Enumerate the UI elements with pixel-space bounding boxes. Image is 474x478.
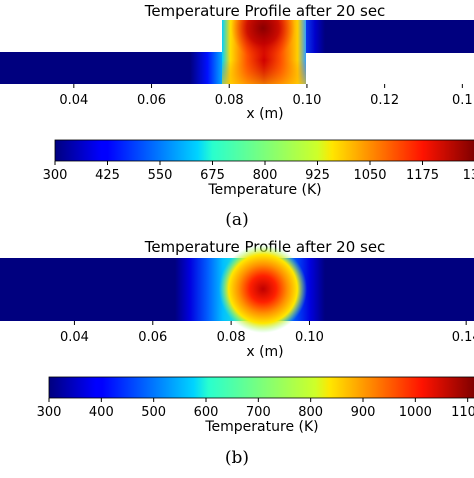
colorbar-tick-label: 1175 <box>406 168 439 183</box>
colorbar-gradient <box>54 139 474 162</box>
x-tick-label: 0.14 <box>452 330 474 345</box>
x-axis-ticks-b: 0.04 0.06 0.08 0.10 0.14 <box>60 321 474 345</box>
x-tick-label: 0.06 <box>137 93 166 108</box>
colorbar-label: Temperature (K) <box>207 182 321 198</box>
colorbar-tick-label: 400 <box>89 405 114 420</box>
heatmap-b <box>0 241 474 337</box>
chart-title: Temperature Profile after 20 sec <box>144 2 386 20</box>
x-tick-label: 0.12 <box>370 93 399 108</box>
x-axis-label: x (m) <box>246 344 283 360</box>
x-tick-label: 0.10 <box>295 330 324 345</box>
colorbar-tick-label: 500 <box>141 405 166 420</box>
colorbar-tick-label: 1000 <box>399 405 432 420</box>
hot-spot <box>217 241 309 337</box>
panel-b: Temperature Profile after 20 sec 0.040.0… <box>0 238 474 468</box>
colorbar-tick-label: 700 <box>246 405 271 420</box>
x-tick-label: 0.10 <box>292 93 321 108</box>
colorbar-label: Temperature (K) <box>204 419 318 435</box>
x-tick-label: 0.04 <box>59 93 88 108</box>
caption-a: (a) <box>225 210 248 230</box>
channel-narrow-section <box>0 52 225 84</box>
colorbar-gradient <box>48 376 474 399</box>
x-tick-label: 0.06 <box>138 330 167 345</box>
colorbar-tick-label: 900 <box>351 405 376 420</box>
colorbar-tick-label: 925 <box>305 168 330 183</box>
cavity-bottom-fade <box>222 60 306 84</box>
colorbar-tick-label: 550 <box>148 168 173 183</box>
colorbar-tick-label: 800 <box>298 405 323 420</box>
colorbar-tick-label: 800 <box>253 168 278 183</box>
colorbar-tick-label: 600 <box>194 405 219 420</box>
colorbar-tick-label: 1100 <box>451 405 474 420</box>
colorbar-ticks-a: 300 425 550 675 800 925 1050 1175 130 <box>43 161 474 183</box>
x-axis-label: x (m) <box>246 106 283 122</box>
x-tick-label: 0.08 <box>217 330 246 345</box>
colorbar-tick-label: 425 <box>95 168 120 183</box>
colorbar-ticks-b: 30040050060070080090010001100120 <box>37 398 474 420</box>
caption-b: (b) <box>225 448 249 468</box>
x-tick-label: 0.08 <box>215 93 244 108</box>
colorbar-b: 30040050060070080090010001100120 Tempera… <box>37 376 474 435</box>
x-tick-label: 0.04 <box>60 330 89 345</box>
colorbar-tick-label: 300 <box>43 168 68 183</box>
x-tick-label: 0.1 <box>452 93 473 108</box>
heatmap-a <box>0 20 474 84</box>
colorbar-tick-label: 675 <box>200 168 225 183</box>
colorbar-tick-label: 130 <box>463 168 474 183</box>
channel-wide-section <box>300 20 474 53</box>
colorbar-tick-label: 1050 <box>353 168 386 183</box>
panel-a: Temperature Profile after 20 sec 0.04 0.0… <box>0 2 474 230</box>
x-axis-ticks-a: 0.04 0.06 0.08 0.10 0.12 0.1 <box>59 84 473 108</box>
colorbar-a: 300 425 550 675 800 925 1050 1175 130 Temperatur… <box>43 139 474 198</box>
colorbar-tick-label: 300 <box>37 405 62 420</box>
